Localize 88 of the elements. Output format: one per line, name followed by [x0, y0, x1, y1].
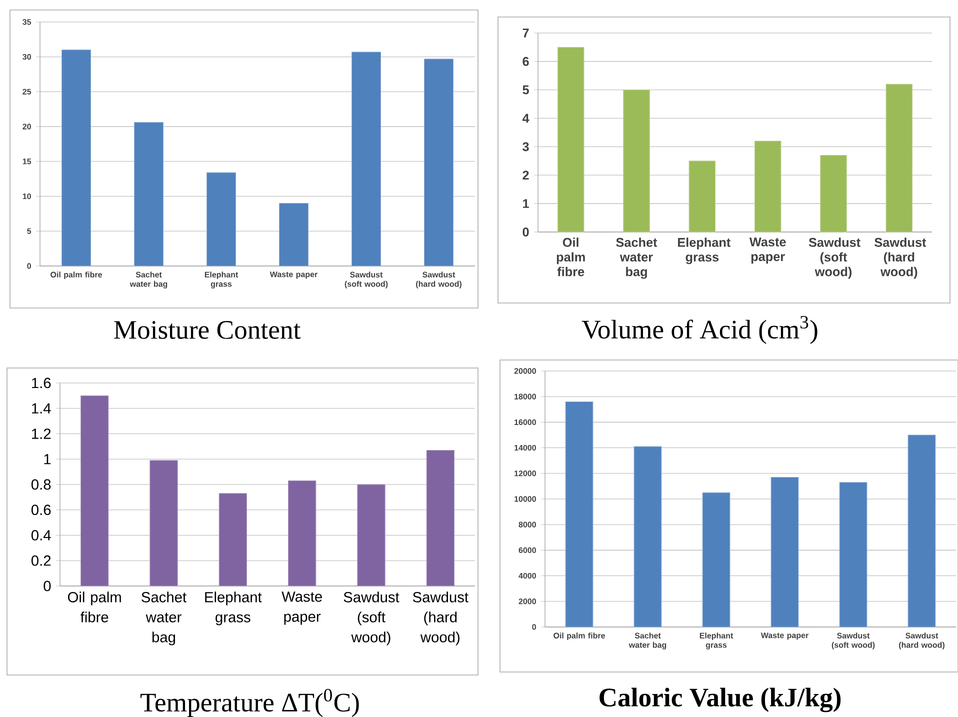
x-tick-label: Sawdust (soft wood)	[344, 592, 400, 646]
bar	[886, 84, 913, 232]
text: Moisture Content	[114, 321, 301, 339]
x-tick-label: Waste paper	[760, 632, 808, 640]
x-tick-label: Sawdust (hard wood)	[412, 592, 468, 646]
x-tick-label: Sachet water bag	[142, 592, 186, 646]
y-tick-label: 5	[27, 228, 32, 234]
x-tick-label: Oil palm fibre	[554, 632, 605, 640]
bar	[839, 482, 868, 628]
text: Caloric Value (kJ/kg)	[600, 688, 841, 712]
y-tick-label: 2000	[518, 598, 536, 604]
x-tick-label: Waste paper	[270, 272, 318, 279]
y-tick-label: 16000	[514, 419, 536, 426]
bar	[820, 154, 847, 232]
bar	[61, 50, 92, 266]
x-tick-label: Sachet water bag	[616, 238, 658, 279]
y-tick-label: 0.8	[31, 479, 51, 490]
bar	[754, 140, 782, 232]
bar	[557, 46, 584, 232]
x-tick-label: Sachet water bag	[628, 632, 666, 650]
y-tick-label: 1.6	[32, 378, 51, 388]
bar	[688, 160, 716, 232]
x-tick-label: Sawdust (hard wood)	[899, 632, 944, 650]
bar	[206, 172, 236, 266]
bar	[426, 450, 455, 586]
bar	[770, 476, 799, 628]
y-tick-label: 4	[522, 114, 530, 123]
y-tick-label: 10000	[514, 496, 536, 502]
x-tick-label: Elephant grass	[678, 238, 730, 264]
bar	[288, 480, 316, 586]
y-tick-label: 0	[532, 624, 536, 630]
y-tick-label: 4000	[518, 572, 536, 579]
bar	[424, 58, 454, 266]
bar	[623, 90, 650, 232]
bar	[634, 446, 662, 628]
y-tick-label: 10	[22, 193, 31, 200]
bar	[351, 52, 382, 266]
y-tick-label: 6000	[518, 547, 536, 554]
bar	[218, 493, 248, 586]
y-tick-label: 18000	[514, 394, 536, 400]
x-tick-label: Waste paper	[749, 238, 786, 264]
y-tick-label: 1.4	[32, 403, 51, 414]
y-tick-label: 20000	[514, 368, 536, 374]
bar	[908, 434, 936, 628]
x-tick-label: Sawdust (hard wood)	[874, 238, 926, 279]
bar	[150, 460, 178, 586]
x-tick-label: Oil palm fibre	[50, 272, 102, 280]
x-tick-label: Elephant grass	[205, 592, 262, 626]
y-tick-label: 0	[27, 263, 31, 269]
y-tick-label: 1.2	[32, 428, 51, 439]
x-tick-label: Oil palm fibre	[556, 238, 585, 276]
y-tick-label: 25	[22, 88, 32, 95]
y-tick-label: 6	[522, 56, 529, 66]
x-tick-label: Sawdust (soft wood)	[832, 632, 875, 650]
y-tick-label: 3	[522, 142, 529, 152]
y-tick-label: 0.2	[31, 555, 51, 566]
bar	[278, 202, 309, 266]
bar	[702, 492, 730, 628]
bar	[565, 401, 594, 628]
y-tick-label: 7	[522, 28, 529, 38]
x-tick-label: Oil palm fibre	[68, 592, 121, 622]
x-tick-label: Sachet water bag	[130, 272, 168, 288]
x-tick-label: Elephant grass	[204, 272, 238, 288]
bar	[134, 122, 164, 266]
y-tick-label: 1	[44, 454, 51, 464]
y-tick-label: 0	[44, 580, 51, 592]
x-tick-label: Sawdust (hard wood)	[416, 272, 462, 288]
x-tick-label: Waste paper	[282, 592, 322, 625]
y-tick-label: 12000	[514, 470, 536, 476]
x-tick-label: Elephant grass	[700, 632, 734, 650]
y-tick-label: 20	[22, 124, 31, 130]
y-tick-label: 14000	[514, 444, 536, 451]
y-tick-label: 1	[523, 199, 529, 208]
y-tick-label: 0	[522, 228, 529, 236]
y-tick-label: 30	[22, 54, 31, 60]
x-tick-label: Sawdust (soft wood)	[808, 238, 860, 279]
y-tick-label: 5	[522, 85, 529, 94]
y-tick-label: 8000	[518, 522, 536, 528]
y-tick-label: 0.4	[31, 530, 51, 540]
y-tick-label: 2	[522, 170, 529, 180]
bar	[357, 484, 386, 586]
y-tick-label: 0.6	[31, 504, 51, 516]
x-tick-label: Sawdust (soft wood)	[344, 272, 388, 288]
y-tick-label: 35	[22, 19, 32, 25]
y-tick-label: 15	[22, 158, 32, 164]
text: Temperature ΔT($^{0}$C)	[140, 688, 359, 717]
bar	[80, 395, 109, 586]
text: Volume of Acid (cm$^{3}$)	[582, 316, 818, 344]
